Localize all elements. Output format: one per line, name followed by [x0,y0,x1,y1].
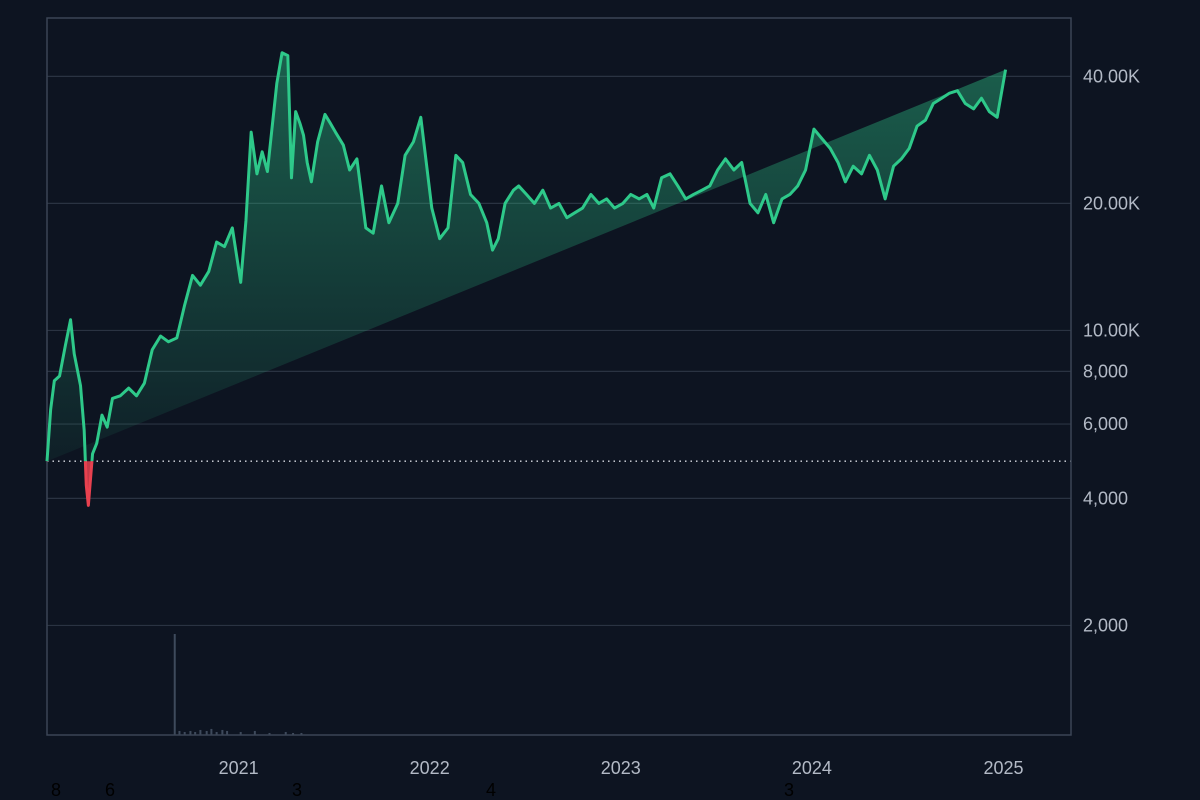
bottom-label: 6 [105,780,115,800]
volume-bar [189,730,192,735]
bottom-label: 3 [784,780,794,800]
bottom-label: 4 [486,780,496,800]
volume-bar [173,634,176,735]
y-tick-label: 20.00K [1083,193,1140,213]
volume-bar [239,731,242,735]
y-axis-ticks: 40.00K 20.00K 10.00K 8,000 6,000 4,000 2,000 [1083,66,1140,635]
y-tick-label: 40.00K [1083,66,1140,86]
volume-bar [253,730,256,735]
y-tick-label: 6,000 [1083,414,1128,434]
x-tick-label: 2025 [983,758,1023,778]
x-axis-ticks: 2021 2022 2023 2024 2025 [219,758,1024,778]
volume-bar [292,732,295,735]
volume-bar [194,731,197,735]
x-tick-label: 2024 [792,758,832,778]
x-tick-label: 2022 [410,758,450,778]
volume-bar [199,729,202,735]
volume-bar [205,730,208,735]
price-line-above [45,51,1008,462]
x-tick-label: 2023 [601,758,641,778]
volume-bar [221,729,224,735]
volume-bar [284,731,287,735]
y-tick-label: 4,000 [1083,488,1128,508]
price-line [45,51,1008,507]
bottom-label: 3 [292,780,302,800]
plot-frame [46,17,1072,736]
volume-bar [300,732,303,735]
volume-bar [226,730,229,735]
volume-bar [215,731,218,735]
volume-bar [178,730,181,735]
area-fill [47,52,1006,506]
volume-bar [210,728,213,735]
bottom-label: 8 [51,780,61,800]
plot-border [46,17,1072,736]
volume-bars [173,634,303,735]
area-above-baseline [47,52,1006,462]
bottom-labels: 8 6 3 4 3 [51,780,794,800]
y-tick-label: 2,000 [1083,615,1128,635]
y-tick-label: 10.00K [1083,320,1140,340]
volume-bar [268,732,271,735]
x-tick-label: 2021 [219,758,259,778]
volume-bar [183,731,186,735]
y-tick-label: 8,000 [1083,361,1128,381]
